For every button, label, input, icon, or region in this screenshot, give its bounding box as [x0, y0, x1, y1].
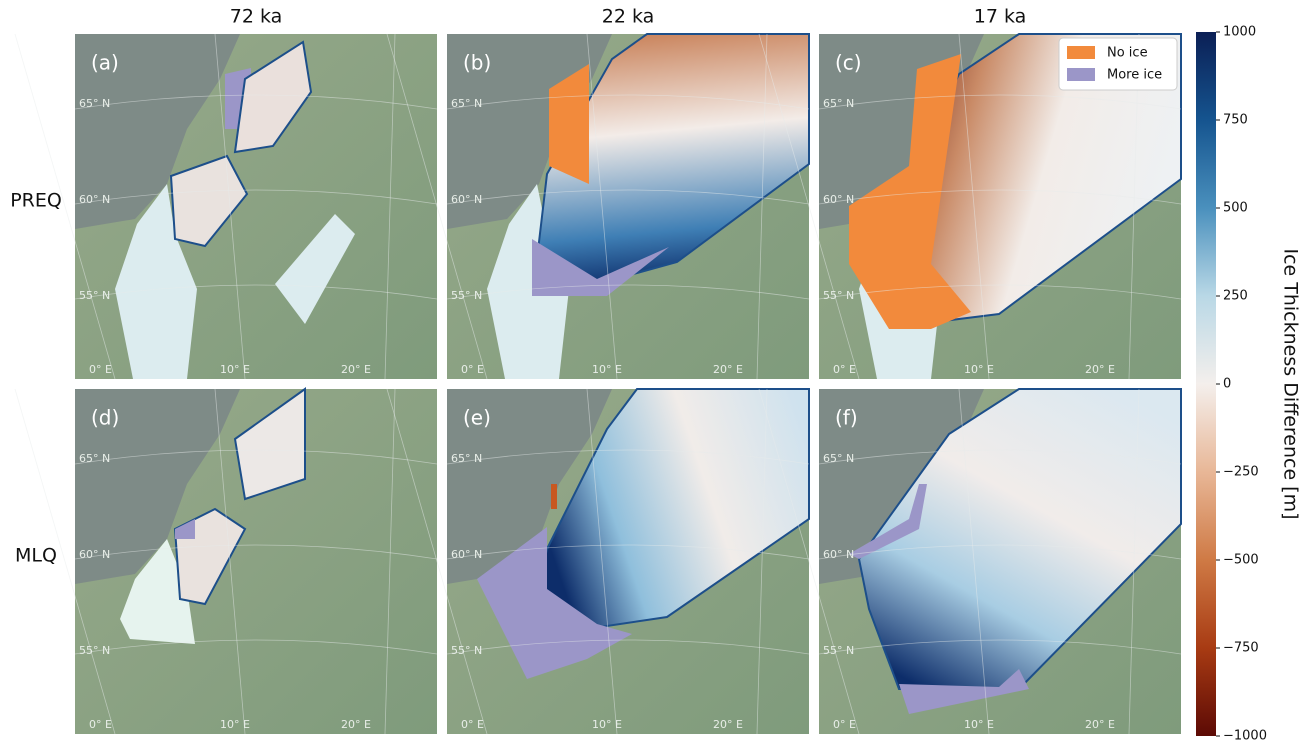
lat-label: 60° N — [79, 193, 110, 206]
legend-label: More ice — [1107, 68, 1162, 83]
colorbar-tick-label: 500 — [1223, 201, 1248, 216]
legend-label: No ice — [1107, 46, 1148, 61]
lat-label: 55° N — [79, 644, 110, 657]
lon-label: 20° E — [1085, 718, 1115, 731]
map-panel: 65° N 60° N 55° N 0° E 10° E 20° E (a) — [15, 34, 437, 379]
lat-label: 60° N — [823, 193, 854, 206]
lat-label: 55° N — [451, 644, 482, 657]
map-panel: 65° N 60° N 55° N 0° E 10° E 20° E (f) — [759, 389, 1181, 734]
row-label: MLQ — [15, 545, 57, 567]
lon-label: 0° E — [833, 363, 856, 376]
panel-label: (e) — [463, 406, 491, 430]
colorbar-tick-label: 1000 — [1223, 25, 1256, 40]
lat-label: 65° N — [79, 97, 110, 110]
colorbar-tick-label: −1000 — [1223, 729, 1267, 743]
colorbar-label: Ice Thickness Difference [m] — [1280, 248, 1302, 519]
lon-label: 0° E — [461, 718, 484, 731]
column-title: 17 ka — [974, 6, 1027, 28]
column-title: 22 ka — [602, 6, 655, 28]
colorbar-tick-label: −250 — [1223, 465, 1259, 480]
ice-area — [551, 484, 557, 509]
row-label: PREQ — [10, 190, 62, 212]
lat-label: 55° N — [79, 289, 110, 302]
colorbar — [1196, 32, 1216, 736]
map-panel: 65° N 60° N 55° N 0° E 10° E 20° E (e) — [387, 389, 809, 734]
lat-label: 65° N — [79, 452, 110, 465]
map-panel: 65° N 60° N 55° N 0° E 10° E 20° E (d) — [15, 389, 437, 734]
lon-label: 10° E — [592, 718, 622, 731]
lat-label: 65° N — [823, 97, 854, 110]
lon-label: 20° E — [713, 718, 743, 731]
lon-label: 0° E — [833, 718, 856, 731]
lon-label: 0° E — [89, 363, 112, 376]
lon-label: 10° E — [592, 363, 622, 376]
colorbar-tick-label: −750 — [1223, 641, 1259, 656]
colorbar-tick-label: −500 — [1223, 553, 1259, 568]
map-panel: 65° N 60° N 55° N 0° E 10° E 20° E (b) — [387, 34, 809, 379]
panel-label: (b) — [463, 51, 491, 75]
colorbar-tick-label: 750 — [1223, 113, 1248, 128]
lon-label: 10° E — [964, 718, 994, 731]
lat-label: 60° N — [823, 548, 854, 561]
map-panel: 65° N 60° N 55° N 0° E 10° E 20° E (c) No ice Mo… — [759, 34, 1181, 379]
legend-swatch — [1067, 68, 1095, 81]
lon-label: 20° E — [341, 718, 371, 731]
lat-label: 60° N — [451, 548, 482, 561]
legend-swatch — [1067, 46, 1095, 59]
lat-label: 60° N — [79, 548, 110, 561]
lat-label: 55° N — [451, 289, 482, 302]
lat-label: 60° N — [451, 193, 482, 206]
colorbar-tick-label: 250 — [1223, 289, 1248, 304]
lon-label: 10° E — [220, 363, 250, 376]
lon-label: 20° E — [1085, 363, 1115, 376]
lat-label: 65° N — [823, 452, 854, 465]
column-title: 72 ka — [230, 6, 283, 28]
lat-label: 65° N — [451, 452, 482, 465]
panel-label: (a) — [91, 51, 119, 75]
lat-label: 55° N — [823, 289, 854, 302]
lon-label: 20° E — [341, 363, 371, 376]
colorbar-tick-label: 0 — [1223, 377, 1231, 392]
lat-label: 55° N — [823, 644, 854, 657]
lon-label: 10° E — [964, 363, 994, 376]
panel-label: (f) — [835, 406, 858, 430]
lon-label: 20° E — [713, 363, 743, 376]
lon-label: 10° E — [220, 718, 250, 731]
lon-label: 0° E — [461, 363, 484, 376]
lon-label: 0° E — [89, 718, 112, 731]
panel-label: (c) — [835, 51, 862, 75]
figure: 72 ka 22 ka 17 ka PREQ MLQ 65° N 60° N 55° N 0° … — [0, 0, 1306, 743]
lat-label: 65° N — [451, 97, 482, 110]
panel-label: (d) — [91, 406, 119, 430]
